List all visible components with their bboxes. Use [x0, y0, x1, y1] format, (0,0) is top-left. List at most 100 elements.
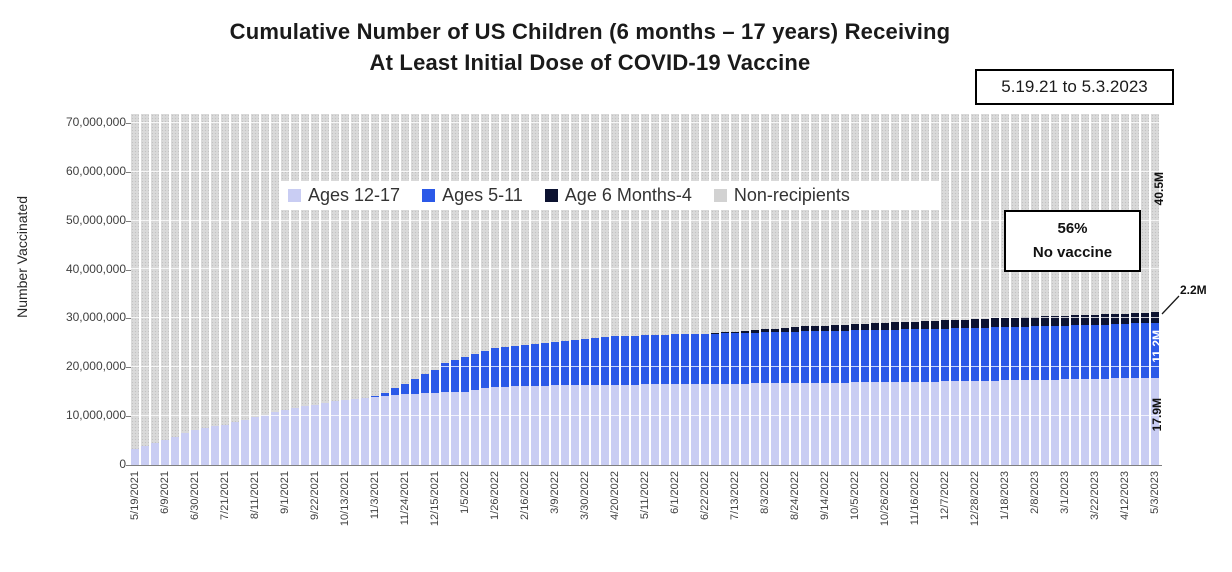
legend-swatch-icon	[544, 189, 558, 202]
segment-non-recipients	[181, 114, 190, 434]
segment-non-recipients	[931, 114, 940, 321]
segment-ages-5-11	[781, 331, 790, 384]
bar-week-7	[201, 114, 210, 465]
segment-ages-12-17	[221, 424, 230, 465]
segment-ages-12-17	[1031, 379, 1040, 465]
segment-age-6-months-4	[1071, 315, 1080, 326]
bar-week-61	[741, 114, 750, 465]
segment-non-recipients	[691, 114, 700, 334]
y-tick-mark	[126, 269, 131, 271]
segment-ages-12-17	[651, 384, 660, 465]
segment-ages-5-11	[561, 341, 570, 386]
segment-ages-5-11	[531, 344, 540, 386]
segment-ages-12-17	[521, 385, 530, 465]
segment-ages-12-17	[421, 393, 430, 465]
y-tick-label: 60,000,000	[65, 163, 126, 178]
segment-age-6-months-4	[961, 319, 970, 329]
segment-non-recipients	[321, 114, 330, 404]
bar-week-68	[811, 114, 820, 465]
segment-non-recipients	[381, 114, 390, 393]
bar-week-49	[621, 114, 630, 465]
segment-ages-12-17	[711, 383, 720, 465]
segment-ages-12-17	[561, 385, 570, 465]
bar-week-67	[801, 114, 810, 465]
legend-item-age-6-months-4: Age 6 Months-4	[544, 185, 692, 206]
segment-ages-5-11	[1071, 325, 1080, 380]
segment-non-recipients	[721, 114, 730, 333]
segment-non-recipients	[681, 114, 690, 334]
bar-week-30	[431, 114, 440, 465]
segment-ages-5-11	[611, 336, 620, 385]
bar-week-38	[511, 114, 520, 465]
segment-non-recipients	[541, 114, 550, 344]
legend-swatch-icon	[288, 189, 301, 202]
bar-week-82	[951, 114, 960, 465]
bar-week-46	[591, 114, 600, 465]
segment-non-recipients	[801, 114, 810, 327]
segment-non-recipients	[261, 114, 270, 415]
segment-ages-12-17	[451, 391, 460, 465]
segment-non-recipients	[791, 114, 800, 328]
segment-non-recipients	[631, 114, 640, 336]
bar-week-90	[1031, 114, 1040, 465]
segment-ages-12-17	[931, 381, 940, 465]
segment-ages-5-11	[391, 388, 400, 396]
segment-age-6-months-4	[981, 318, 990, 328]
segment-ages-12-17	[321, 403, 330, 465]
segment-non-recipients	[171, 114, 180, 437]
y-tick-label: 50,000,000	[65, 212, 126, 227]
legend-label: Age 6 Months-4	[564, 185, 692, 205]
segment-non-recipients	[891, 114, 900, 323]
legend-label: Non-recipients	[733, 185, 850, 205]
x-tick-label: 1/5/2022	[459, 471, 472, 514]
bar-week-16	[291, 114, 300, 465]
bar-week-23	[361, 114, 370, 465]
x-tick-label: 3/9/2022	[549, 471, 562, 514]
segment-ages-5-11	[991, 327, 1000, 381]
segment-ages-12-17	[951, 381, 960, 465]
segment-non-recipients	[731, 114, 740, 332]
segment-ages-5-11	[1011, 326, 1020, 381]
segment-ages-12-17	[371, 397, 380, 465]
segment-non-recipients	[641, 114, 650, 335]
segment-age-6-months-4	[741, 330, 750, 333]
segment-non-recipients	[741, 114, 750, 331]
bar-week-69	[821, 114, 830, 465]
segment-ages-5-11	[1111, 324, 1120, 379]
segment-non-recipients	[761, 114, 770, 330]
segment-ages-12-17	[251, 417, 260, 465]
age-6m-4-leader-line	[1161, 295, 1180, 315]
segment-non-recipients	[751, 114, 760, 331]
segment-ages-5-11	[791, 331, 800, 384]
segment-non-recipients	[901, 114, 910, 322]
segment-age-6-months-4	[751, 330, 760, 333]
segment-ages-12-17	[311, 404, 320, 465]
segment-ages-12-17	[761, 383, 770, 465]
bar-week-73	[861, 114, 870, 465]
segment-ages-12-17	[241, 419, 250, 465]
x-axis-line	[127, 465, 1162, 466]
segment-ages-5-11	[641, 334, 650, 385]
segment-age-6-months-4	[1111, 313, 1120, 325]
bar-week-29	[421, 114, 430, 465]
segment-ages-5-11	[631, 335, 640, 385]
x-tick-label: 7/21/2021	[219, 471, 232, 520]
segment-non-recipients	[451, 114, 460, 360]
x-tick-label: 12/7/2022	[939, 471, 952, 520]
segment-non-recipients	[711, 114, 720, 334]
segment-ages-5-11	[871, 329, 880, 383]
bar-week-33	[461, 114, 470, 465]
bar-week-9	[221, 114, 230, 465]
segment-ages-12-17	[231, 422, 240, 465]
segment-ages-5-11	[1051, 325, 1060, 380]
date-range-box: 5.19.21 to 5.3.2023	[975, 69, 1174, 105]
segment-non-recipients	[141, 114, 150, 446]
segment-ages-12-17	[531, 385, 540, 465]
segment-age-6-months-4	[1101, 314, 1110, 325]
segment-non-recipients	[211, 114, 220, 427]
segment-ages-12-17	[171, 436, 180, 465]
segment-non-recipients	[981, 114, 990, 319]
segment-ages-5-11	[661, 334, 670, 385]
segment-non-recipients	[371, 114, 380, 397]
segment-age-6-months-4	[811, 326, 820, 332]
